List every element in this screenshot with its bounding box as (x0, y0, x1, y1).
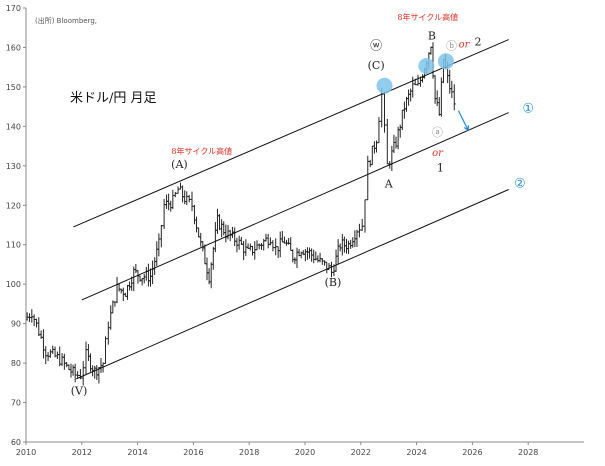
y-tick-label: 120 (6, 201, 21, 210)
label-a-circle: ⓐ (432, 126, 443, 139)
y-tick-label: 60 (11, 438, 21, 447)
label-b-paren: (B) (325, 276, 342, 289)
axis-layer: 60 70 80 90 100 110 120 130 140 150 160 170 2010 2012… (6, 4, 584, 457)
channel-label-1: ① (522, 102, 534, 117)
label-a-paren: (A) (171, 158, 188, 171)
label-b: B (428, 30, 436, 43)
channel-label-2: ② (514, 177, 526, 192)
y-tick-label: 90 (11, 320, 21, 329)
y-tick-label: 140 (6, 122, 21, 131)
channel-layer (73, 39, 509, 380)
x-tick-label: 2028 (518, 448, 538, 457)
label-w: ⓦ (370, 38, 382, 52)
x-tick-label: 2022 (351, 448, 371, 457)
y-tick-label: 80 (11, 359, 21, 368)
y-tick-label: 160 (6, 43, 21, 52)
x-tick-label: 2010 (16, 448, 36, 457)
channel-lower (76, 189, 509, 380)
source-note: (出所) Bloomberg, (35, 16, 97, 25)
chart-title: 米ドル/円 月足 (70, 91, 157, 106)
touch-point-highlight (437, 53, 454, 70)
channel-middle (81, 112, 509, 301)
forecast-arrow (457, 110, 469, 131)
x-tick-label: 2018 (239, 448, 259, 457)
label-v: (V) (71, 385, 88, 398)
y-tick-label: 100 (6, 280, 21, 289)
y-tick-label: 70 (11, 399, 21, 408)
price-layer (25, 42, 456, 386)
x-tick-label: 2024 (406, 448, 426, 457)
cycle-high-left: 8年サイクル高値 (171, 146, 232, 156)
touch-point-highlight (418, 57, 435, 74)
cycle-high-top: 8年サイクル高値 (397, 12, 458, 22)
x-tick-label: 2016 (183, 448, 203, 457)
touch-point-highlight (376, 77, 393, 94)
label-2-top: 2 (474, 35, 481, 48)
x-tick-label: 2014 (127, 448, 147, 457)
x-tick-label: 2026 (462, 448, 482, 457)
y-tick-label: 130 (6, 162, 21, 171)
x-tick-label: 2020 (295, 448, 315, 457)
x-tick-label: 2012 (72, 448, 92, 457)
label-or-top: or (459, 39, 471, 50)
label-or-bottom: or (432, 148, 444, 159)
highlight-layer (376, 53, 470, 132)
label-a: A (384, 178, 394, 191)
label-c-paren: (C) (368, 59, 385, 72)
y-tick-label: 170 (6, 4, 21, 13)
y-tick-label: 150 (6, 83, 21, 92)
label-b-circle: ⓑ (446, 39, 457, 52)
channel-upper (73, 39, 509, 228)
forecast-arrow-head (463, 125, 470, 132)
y-tick-label: 110 (6, 241, 21, 250)
label-1: 1 (437, 162, 444, 175)
